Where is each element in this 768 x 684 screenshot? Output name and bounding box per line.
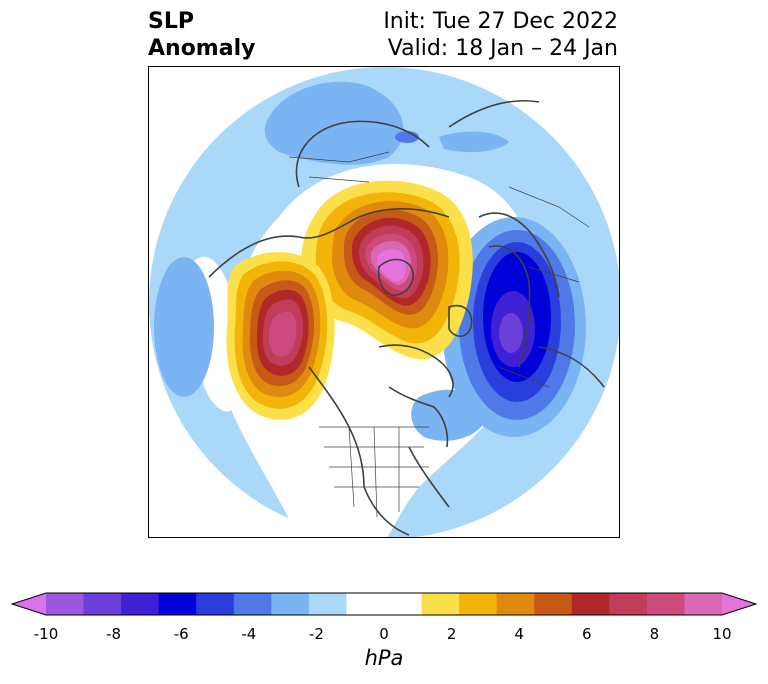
init-date: Init: Tue 27 Dec 2022 bbox=[383, 9, 618, 34]
colorbar-segment bbox=[609, 593, 648, 615]
colorbar-segment bbox=[646, 593, 685, 615]
colorbar-segment bbox=[308, 593, 347, 615]
colorbar-segment bbox=[121, 593, 160, 615]
colorbar-segment bbox=[459, 593, 498, 615]
chart-title-left: SLP Anomaly bbox=[148, 8, 255, 62]
colorbar-segment bbox=[421, 593, 460, 615]
colorbar-segment bbox=[534, 593, 573, 615]
colorbar-segment bbox=[196, 593, 235, 615]
colorbar bbox=[10, 592, 758, 616]
colorbar-tick-label: -4 bbox=[241, 625, 257, 643]
political-borders bbox=[288, 151, 590, 518]
colorbar-unit-label: hPa bbox=[364, 646, 404, 670]
positive-anomaly-pacific-core bbox=[268, 311, 297, 357]
colorbar-tick-label: -6 bbox=[173, 625, 189, 643]
colorbar-segment bbox=[271, 593, 310, 615]
variable-qualifier: Anomaly bbox=[148, 36, 256, 61]
colorbar-tick-label: 0 bbox=[379, 625, 389, 643]
colorbar-segment bbox=[571, 593, 610, 615]
colorbar-segment bbox=[684, 593, 723, 615]
colorbar-segment bbox=[83, 593, 122, 615]
colorbar-tick-label: 2 bbox=[446, 625, 457, 643]
colorbar-extend-min bbox=[12, 593, 46, 615]
negative-anomaly-east-asia bbox=[264, 81, 404, 165]
chart-title-right: Init: Tue 27 Dec 2022 Valid: 18 Jan – 24… bbox=[383, 8, 618, 62]
colorbar-tick-label: 4 bbox=[514, 625, 524, 643]
colorbar-segment bbox=[346, 593, 385, 615]
colorbar-segment bbox=[158, 593, 197, 615]
colorbar-segment bbox=[233, 593, 272, 615]
colorbar-segment bbox=[496, 593, 535, 615]
colorbar-tick-label: -2 bbox=[308, 625, 324, 643]
negative-anomaly-siberia-east bbox=[439, 131, 509, 153]
colorbar-extend-max bbox=[722, 593, 756, 615]
colorbar-tick-label: -8 bbox=[106, 625, 122, 643]
colorbar-segment bbox=[384, 593, 423, 615]
negative-anomaly-west-pacific bbox=[154, 257, 214, 397]
map-panel bbox=[148, 66, 620, 538]
anomaly-map bbox=[149, 67, 619, 537]
colorbar-segment bbox=[46, 593, 85, 615]
colorbar-tick-label: 6 bbox=[582, 625, 592, 643]
valid-range: Valid: 18 Jan – 24 Jan bbox=[387, 36, 618, 61]
variable-name: SLP bbox=[148, 9, 194, 34]
negative-anomaly-atlantic bbox=[411, 389, 489, 441]
colorbar-tick-label: 8 bbox=[649, 625, 660, 643]
colorbar-tick-label: -10 bbox=[33, 625, 59, 643]
positive-anomaly-arctic-core bbox=[377, 248, 406, 282]
colorbar-tick-label: 10 bbox=[712, 625, 732, 643]
